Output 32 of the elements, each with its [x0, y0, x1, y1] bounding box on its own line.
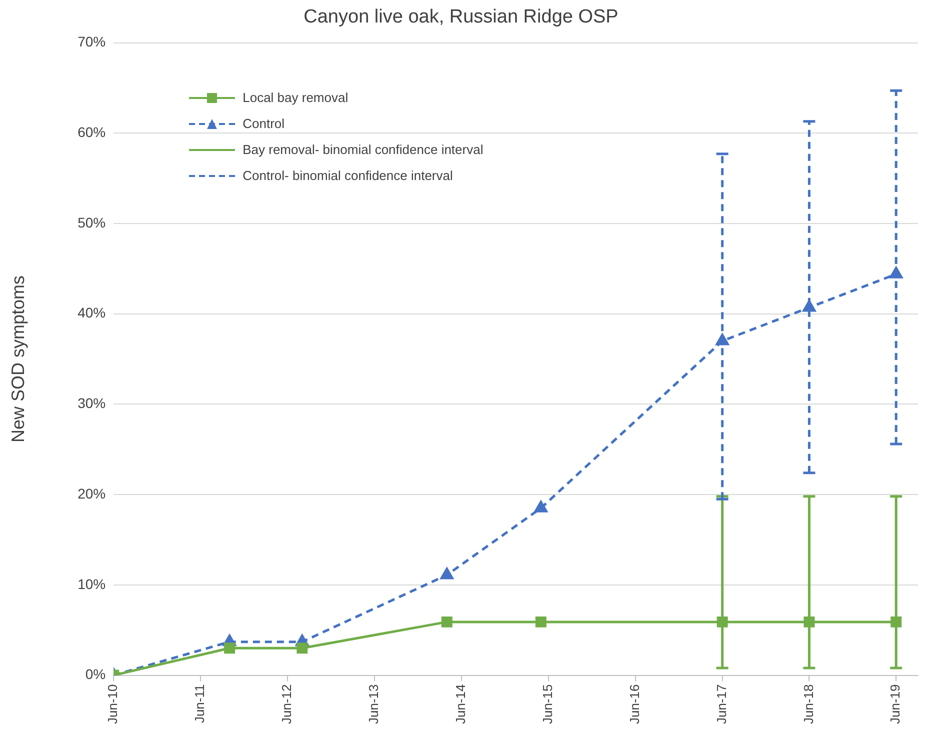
- x-tick-label: Jun-16: [627, 684, 642, 724]
- x-tick-label: Jun-15: [540, 684, 555, 724]
- legend-label: Local bay removal: [242, 90, 348, 106]
- x-tick-label: Jun-11: [192, 684, 208, 724]
- legend-label: Bay removal- binomial confidence interval: [242, 142, 484, 158]
- y-tick-label: 50%: [78, 214, 106, 230]
- point: [535, 616, 546, 628]
- y-tick-label: 0%: [85, 666, 106, 682]
- x-tick-label: Jun-10: [105, 684, 120, 724]
- y-axis-title: New SOD symptoms: [8, 276, 28, 443]
- chart-title: Canyon live oak, Russian Ridge OSP: [304, 6, 618, 28]
- x-tick-label: Jun-17: [714, 684, 729, 724]
- point: [296, 642, 308, 654]
- x-tick-label: Jun-13: [366, 684, 382, 724]
- y-tick-label: 10%: [78, 576, 106, 592]
- x-tick-label: Jun-19: [888, 684, 903, 724]
- y-tick-label: 30%: [78, 395, 106, 412]
- legend-label: Control- binomial confidence interval: [242, 168, 453, 184]
- legend-label: Control: [242, 116, 285, 132]
- x-tick-label: Jun-12: [279, 684, 294, 724]
- point: [440, 568, 454, 580]
- x-tick-label: Jun-18: [800, 684, 816, 724]
- y-tick-label: 70%: [78, 34, 106, 50]
- point: [224, 642, 236, 654]
- y-tick-label: 40%: [78, 304, 106, 321]
- y-tick-label: 20%: [78, 485, 106, 502]
- point: [802, 300, 816, 312]
- point: [890, 266, 903, 278]
- y-tick-label: 60%: [78, 124, 106, 140]
- point: [534, 500, 548, 512]
- x-tick-label: Jun-14: [452, 684, 468, 724]
- point: [441, 616, 452, 628]
